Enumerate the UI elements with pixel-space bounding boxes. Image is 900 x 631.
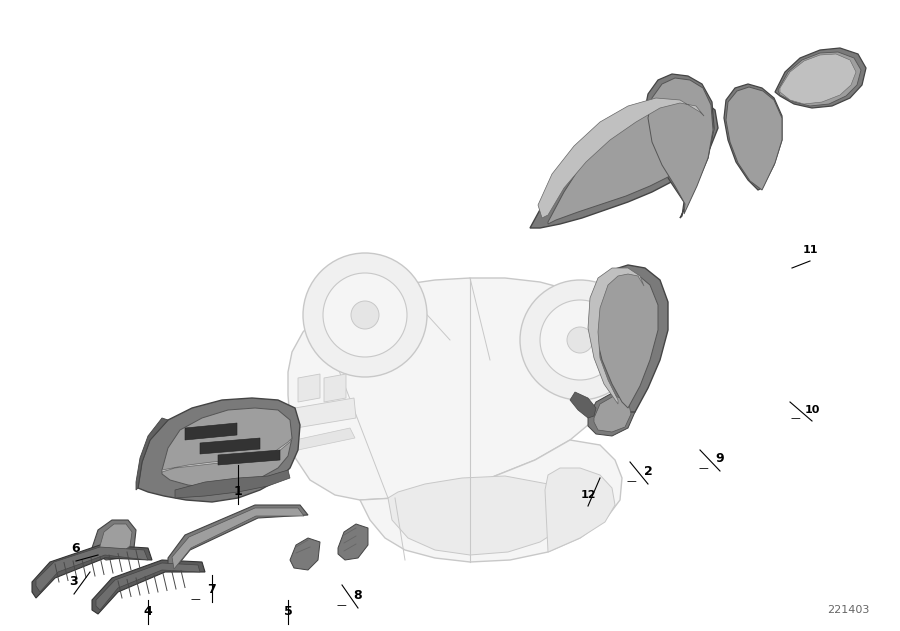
Polygon shape xyxy=(594,272,658,408)
Polygon shape xyxy=(778,52,861,106)
Circle shape xyxy=(540,300,620,380)
Polygon shape xyxy=(175,470,290,498)
Polygon shape xyxy=(360,440,622,562)
Polygon shape xyxy=(588,392,635,436)
Text: —: — xyxy=(626,476,636,486)
Polygon shape xyxy=(545,468,615,552)
Text: 6: 6 xyxy=(72,542,80,555)
Text: —: — xyxy=(337,600,346,610)
Text: 8: 8 xyxy=(354,589,363,602)
Polygon shape xyxy=(338,524,368,560)
Text: 9: 9 xyxy=(716,452,724,465)
Polygon shape xyxy=(162,408,292,488)
Polygon shape xyxy=(295,398,356,428)
Text: 4: 4 xyxy=(144,605,152,618)
Circle shape xyxy=(323,273,407,357)
Polygon shape xyxy=(172,508,304,569)
Polygon shape xyxy=(780,54,856,104)
Text: —: — xyxy=(190,594,200,604)
Polygon shape xyxy=(644,74,714,218)
Circle shape xyxy=(567,327,593,353)
Text: 3: 3 xyxy=(69,575,78,588)
Text: 2: 2 xyxy=(644,465,652,478)
Polygon shape xyxy=(136,418,168,490)
Polygon shape xyxy=(288,278,630,500)
Polygon shape xyxy=(538,98,704,218)
Text: 10: 10 xyxy=(805,405,820,415)
Polygon shape xyxy=(324,374,346,402)
Polygon shape xyxy=(185,423,237,440)
Polygon shape xyxy=(530,95,718,228)
Text: 11: 11 xyxy=(802,245,818,255)
Polygon shape xyxy=(590,265,668,412)
Circle shape xyxy=(351,301,379,329)
Polygon shape xyxy=(388,476,570,555)
Polygon shape xyxy=(100,524,132,556)
Polygon shape xyxy=(96,563,200,610)
Polygon shape xyxy=(724,84,782,190)
Polygon shape xyxy=(588,268,644,404)
Polygon shape xyxy=(200,438,260,454)
Polygon shape xyxy=(218,450,280,465)
Polygon shape xyxy=(92,560,205,614)
Polygon shape xyxy=(138,398,300,502)
Text: —: — xyxy=(698,463,708,473)
Text: —: — xyxy=(790,413,800,423)
Text: 1: 1 xyxy=(234,485,242,498)
Polygon shape xyxy=(162,438,292,472)
Polygon shape xyxy=(32,545,152,598)
Polygon shape xyxy=(775,48,866,108)
Polygon shape xyxy=(570,392,596,418)
Polygon shape xyxy=(290,538,320,570)
Text: 7: 7 xyxy=(208,583,216,596)
Polygon shape xyxy=(298,374,320,402)
Text: 221403: 221403 xyxy=(828,605,870,615)
Polygon shape xyxy=(92,520,136,560)
Text: 12: 12 xyxy=(580,490,596,500)
Polygon shape xyxy=(648,78,713,214)
Polygon shape xyxy=(168,505,308,572)
Polygon shape xyxy=(726,87,782,190)
Text: 5: 5 xyxy=(284,605,292,618)
Polygon shape xyxy=(295,428,355,450)
Polygon shape xyxy=(36,547,148,592)
Circle shape xyxy=(520,280,640,400)
Circle shape xyxy=(303,253,427,377)
Polygon shape xyxy=(594,396,631,432)
Polygon shape xyxy=(548,100,714,224)
